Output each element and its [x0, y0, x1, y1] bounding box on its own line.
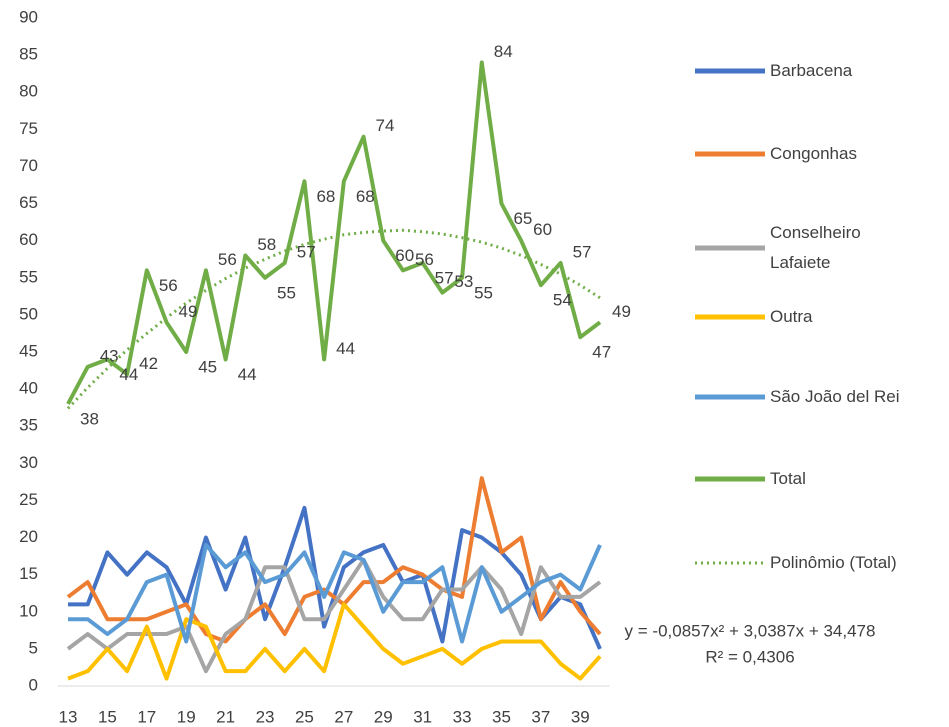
- data-label: 60: [533, 220, 552, 239]
- data-label: 56: [415, 250, 434, 269]
- series-line: [68, 542, 602, 644]
- x-tick-label: 33: [453, 707, 472, 726]
- x-tick-label: 29: [374, 707, 393, 726]
- data-label: 42: [139, 354, 158, 373]
- legend-label: Total: [770, 469, 806, 488]
- legend-label: Polinômio (Total): [770, 553, 897, 572]
- trend-equation: y = -0,0857x² + 3,0387x + 34,478: [625, 621, 876, 640]
- data-label: 74: [376, 116, 395, 135]
- x-tick-label: 21: [216, 707, 235, 726]
- data-label: 58: [257, 235, 276, 254]
- y-tick-label: 10: [19, 601, 38, 620]
- x-tick-label: 27: [334, 707, 353, 726]
- data-label: 44: [119, 365, 138, 384]
- series-line: [66, 476, 602, 644]
- series-line: [66, 60, 602, 405]
- data-label: 56: [159, 276, 178, 295]
- y-tick-label: 70: [19, 156, 38, 175]
- y-tick-label: 20: [19, 527, 38, 546]
- data-label: 55: [474, 283, 493, 302]
- x-tick-label: 39: [571, 707, 590, 726]
- series-line: [66, 557, 602, 674]
- x-tick-label: 35: [492, 707, 511, 726]
- data-label: 57: [297, 242, 316, 261]
- data-label: 60: [395, 246, 414, 265]
- x-tick-label: 13: [59, 707, 78, 726]
- data-label: 44: [336, 339, 355, 358]
- data-label: 49: [179, 302, 198, 321]
- x-tick-label: 25: [295, 707, 314, 726]
- data-label: 84: [494, 42, 513, 61]
- y-tick-label: 65: [19, 193, 38, 212]
- data-label: 44: [238, 365, 257, 384]
- data-label: 53: [454, 272, 473, 291]
- y-tick-label: 60: [19, 230, 38, 249]
- legend-label: Conselheiro Lafaiete: [770, 223, 861, 272]
- data-label: 57: [573, 242, 592, 261]
- data-label: 54: [553, 291, 572, 310]
- y-tick-label: 30: [19, 453, 38, 472]
- y-tick-label: 75: [19, 119, 38, 138]
- data-label: 57: [435, 268, 454, 287]
- data-label: 68: [356, 187, 375, 206]
- x-tick-label: 31: [413, 707, 432, 726]
- legend-label: São João del Rei: [770, 387, 900, 406]
- data-label: 38: [80, 409, 99, 428]
- data-label: 47: [592, 343, 611, 362]
- y-tick-label: 90: [19, 7, 38, 26]
- data-label: 56: [218, 250, 237, 269]
- data-label: 49: [612, 302, 631, 321]
- trend-r2: R² = 0,4306: [705, 647, 794, 666]
- legend-label: Congonhas: [770, 144, 857, 163]
- data-label: 55: [277, 283, 296, 302]
- y-tick-label: 5: [29, 638, 38, 657]
- legend-label: Outra: [770, 307, 813, 326]
- x-tick-label: 17: [137, 707, 156, 726]
- x-tick-label: 15: [98, 707, 117, 726]
- data-label: 65: [513, 209, 532, 228]
- y-tick-label: 25: [19, 490, 38, 509]
- y-tick-label: 55: [19, 267, 38, 286]
- x-tick-label: 23: [256, 707, 275, 726]
- x-tick-label: 19: [177, 707, 196, 726]
- trendline: [66, 228, 601, 410]
- legend-label: Barbacena: [770, 61, 853, 80]
- x-tick-label: 37: [531, 707, 550, 726]
- y-tick-label: 45: [19, 341, 38, 360]
- y-tick-label: 15: [19, 564, 38, 583]
- y-tick-label: 40: [19, 379, 38, 398]
- data-label: 68: [316, 187, 335, 206]
- y-tick-label: 50: [19, 304, 38, 323]
- y-tick-label: 80: [19, 82, 38, 101]
- y-tick-label: 0: [29, 675, 38, 694]
- data-label: 45: [198, 357, 217, 376]
- y-tick-label: 35: [19, 416, 38, 435]
- series-line: [67, 602, 602, 681]
- y-tick-label: 85: [19, 45, 38, 64]
